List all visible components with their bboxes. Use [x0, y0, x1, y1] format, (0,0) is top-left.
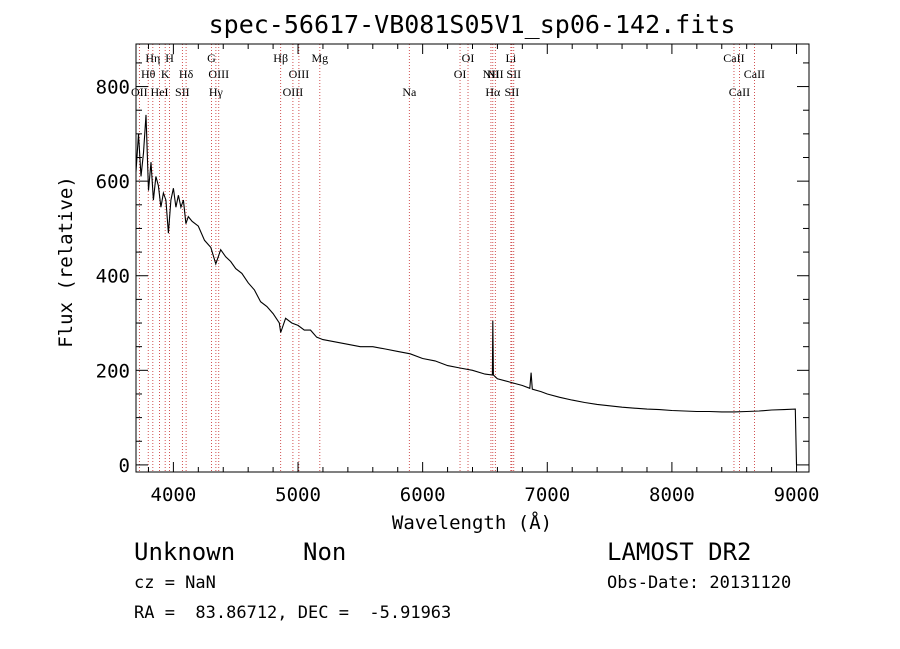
spectral-line-labels: OIIHθHηHeIKHSIIHδGHγOIIIHβOIIIOIIIMgNaOI… [131, 51, 765, 99]
line-label: SII [506, 67, 521, 81]
line-label: Mg [311, 51, 328, 65]
line-label: HeI [151, 85, 169, 99]
line-label: OI [454, 67, 467, 81]
line-label: OII [131, 85, 148, 99]
line-label: Na [402, 85, 417, 99]
y-axis: 0 200 400 600 800 [96, 62, 809, 477]
chart-title: spec-56617-VB081S05V1_sp06-142.fits [209, 10, 736, 39]
y-tick-label: 600 [96, 171, 130, 193]
redshift-label: cz = NaN [134, 573, 216, 593]
spectrum-line [135, 114, 798, 465]
line-label: NII [487, 67, 504, 81]
x-axis-label: Wavelength (Å) [392, 511, 552, 534]
line-label: Li [506, 51, 517, 65]
obs-date-label: Obs-Date: 20131120 [607, 573, 792, 593]
line-label: SII [505, 85, 520, 99]
line-label: Hθ [141, 67, 156, 81]
line-label: OIII [208, 67, 229, 81]
x-tick-label: 7000 [524, 484, 570, 506]
line-label: H [165, 51, 174, 65]
y-tick-label: 0 [119, 455, 130, 477]
subclass-label: Non [303, 538, 347, 566]
x-tick-label: 8000 [649, 484, 695, 506]
x-tick-label: 5000 [275, 484, 321, 506]
line-label: OIII [289, 67, 310, 81]
line-label: SII [175, 85, 190, 99]
line-label: Hη [145, 51, 160, 65]
line-label: Hγ [209, 85, 224, 99]
y-axis-label: Flux (relative) [55, 176, 77, 348]
line-label: CaII [744, 67, 765, 81]
line-label: Hβ [273, 51, 288, 65]
line-label: OI [462, 51, 475, 65]
line-label: G [207, 51, 216, 65]
coordinates-label: RA = 83.86712, DEC = -5.91963 [134, 603, 452, 623]
x-tick-label: 9000 [774, 484, 820, 506]
survey-label: LAMOST DR2 [607, 538, 752, 566]
line-label: Hα [485, 85, 501, 99]
x-tick-label: 6000 [400, 484, 446, 506]
line-label: CaII [723, 51, 744, 65]
x-axis: 4000 5000 6000 7000 8000 9000 [147, 44, 820, 506]
plot-frame [135, 43, 810, 473]
line-label: NII [483, 67, 500, 81]
y-tick-label: 200 [96, 360, 130, 382]
x-tick-label: 4000 [151, 484, 197, 506]
y-tick-label: 800 [96, 77, 130, 99]
classification-label: Unknown [134, 538, 236, 566]
spectral-line-markers [138, 44, 755, 472]
line-label: K [161, 67, 170, 81]
line-label: CaII [729, 85, 750, 99]
y-tick-label: 400 [96, 266, 130, 288]
line-label: Hδ [179, 67, 194, 81]
line-label: OIII [283, 85, 304, 99]
